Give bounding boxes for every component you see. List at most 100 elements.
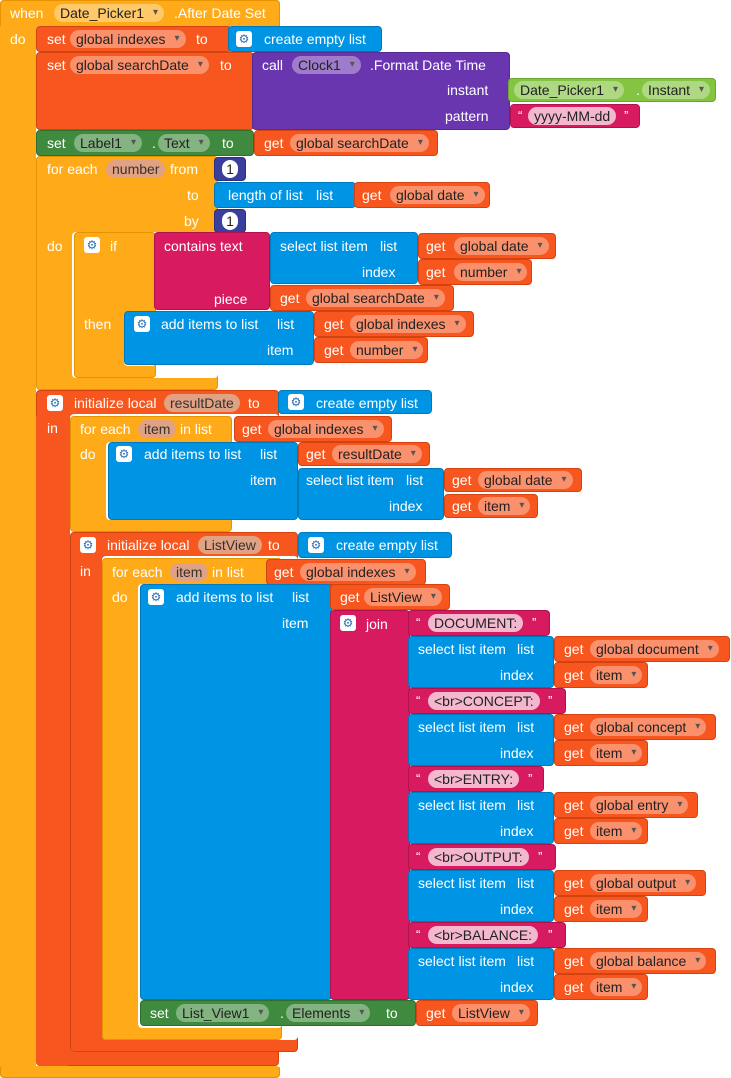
mutator-gear-icon[interactable]: ⚙ xyxy=(80,537,96,553)
instant-socket-label: instant xyxy=(447,82,489,98)
select-list-item-block[interactable] xyxy=(408,792,554,844)
mutator-gear-icon[interactable]: ⚙ xyxy=(84,237,100,253)
mutator-gear-icon[interactable]: ⚙ xyxy=(288,394,304,410)
add-items-to-list-block[interactable] xyxy=(124,311,314,365)
clock-component-dropdown[interactable]: Clock1 xyxy=(292,56,361,74)
quote-open: “ xyxy=(416,771,421,786)
resultdate-variable[interactable]: resultDate xyxy=(164,394,240,412)
set-label-text-block[interactable] xyxy=(36,130,254,156)
select-list-item-block[interactable] xyxy=(408,714,554,766)
concept-string[interactable]: <br>CONCEPT: xyxy=(428,692,540,710)
select-list-item-block[interactable] xyxy=(408,948,554,1000)
listview-dropdown[interactable]: ListView xyxy=(452,1004,530,1022)
select-list-item-block[interactable] xyxy=(408,870,554,922)
to-keyword: to xyxy=(222,135,234,151)
mutator-gear-icon[interactable]: ⚙ xyxy=(116,446,132,462)
get-keyword: get xyxy=(564,667,584,683)
list-keyword: list xyxy=(380,238,398,254)
length-of-list-block[interactable] xyxy=(214,182,356,208)
text-property-dropdown[interactable]: Text xyxy=(158,134,210,152)
item-dropdown[interactable]: item xyxy=(478,497,531,515)
get-keyword: get xyxy=(452,498,472,514)
quote-open: “ xyxy=(416,615,421,630)
global-balance-dropdown[interactable]: global balance xyxy=(590,952,707,970)
pattern-string[interactable]: yyyy-MM-dd xyxy=(528,107,617,125)
item-dropdown[interactable]: item xyxy=(590,978,643,996)
set-keyword: set xyxy=(47,135,66,151)
do-keyword: do xyxy=(80,446,96,462)
number-variable[interactable]: number xyxy=(106,160,166,178)
mutator-gear-icon[interactable]: ⚙ xyxy=(340,615,356,631)
get-keyword: get xyxy=(564,823,584,839)
global-date-dropdown[interactable]: global date xyxy=(478,471,573,489)
join-block[interactable] xyxy=(330,610,410,1000)
global-searchdate-dropdown[interactable]: global searchDate xyxy=(290,134,429,152)
select-list-item-label: select list item xyxy=(418,953,506,969)
quote-open: “ xyxy=(518,108,523,123)
index-keyword: index xyxy=(500,745,534,761)
number-1-value[interactable]: 1 xyxy=(222,160,238,178)
global-searchdate-dropdown[interactable]: global searchDate xyxy=(70,56,209,74)
listview-dropdown[interactable]: ListView xyxy=(364,588,442,606)
get-keyword: get xyxy=(564,979,584,995)
entry-string[interactable]: <br>ENTRY: xyxy=(428,770,520,788)
global-output-dropdown[interactable]: global output xyxy=(590,874,697,892)
global-document-dropdown[interactable]: global document xyxy=(590,640,719,658)
do-keyword: do xyxy=(47,238,63,254)
mutator-gear-icon[interactable]: ⚙ xyxy=(148,589,164,605)
select-list-item-label: select list item xyxy=(418,641,506,657)
output-string[interactable]: <br>OUTPUT: xyxy=(428,848,529,866)
get-keyword: get xyxy=(564,719,584,735)
global-indexes-dropdown[interactable]: global indexes xyxy=(70,30,186,48)
to-keyword: to xyxy=(386,1005,398,1021)
item-dropdown[interactable]: item xyxy=(590,744,643,762)
label-component-dropdown[interactable]: Label1 xyxy=(74,134,143,152)
get-keyword: get xyxy=(306,446,326,462)
select-list-item-block[interactable] xyxy=(298,468,444,520)
listview-component-dropdown[interactable]: List_View1 xyxy=(176,1004,270,1022)
create-empty-list-block[interactable] xyxy=(228,26,382,52)
index-keyword: index xyxy=(500,979,534,995)
mutator-gear-icon[interactable]: ⚙ xyxy=(134,316,150,332)
date-picker-dropdown[interactable]: Date_Picker1 xyxy=(514,81,625,99)
add-items-to-list-block[interactable] xyxy=(140,584,332,1000)
get-keyword: get xyxy=(324,342,344,358)
select-list-item-block[interactable] xyxy=(408,636,554,688)
add-items-to-list-block[interactable] xyxy=(108,442,298,520)
number-1-value[interactable]: 1 xyxy=(222,212,238,230)
global-date-dropdown[interactable]: global date xyxy=(454,237,549,255)
balance-string[interactable]: <br>BALANCE: xyxy=(428,926,539,944)
select-list-item-block[interactable] xyxy=(270,232,418,284)
global-entry-dropdown[interactable]: global entry xyxy=(590,796,689,814)
item-dropdown[interactable]: item xyxy=(590,900,643,918)
item-variable[interactable]: item xyxy=(170,563,209,581)
global-concept-dropdown[interactable]: global concept xyxy=(590,718,707,736)
global-searchdate-dropdown[interactable]: global searchDate xyxy=(306,289,445,307)
contains-text-block[interactable] xyxy=(154,232,270,310)
resultdate-dropdown[interactable]: resultDate xyxy=(332,445,422,463)
index-keyword: index xyxy=(389,498,423,514)
mutator-gear-icon[interactable]: ⚙ xyxy=(47,395,63,411)
mutator-gear-icon[interactable]: ⚙ xyxy=(308,537,324,553)
global-indexes-dropdown[interactable]: global indexes xyxy=(268,420,384,438)
global-indexes-dropdown[interactable]: global indexes xyxy=(300,563,416,581)
mutator-gear-icon[interactable]: ⚙ xyxy=(236,31,252,47)
get-keyword: get xyxy=(564,641,584,657)
global-date-dropdown[interactable]: global date xyxy=(390,186,485,204)
global-indexes-dropdown[interactable]: global indexes xyxy=(350,315,466,333)
create-empty-list-label: create empty list xyxy=(336,537,438,553)
document-string[interactable]: DOCUMENT: xyxy=(428,614,524,632)
elements-property-dropdown[interactable]: Elements xyxy=(286,1004,371,1022)
number-dropdown[interactable]: number xyxy=(454,263,528,281)
number-dropdown[interactable]: number xyxy=(350,341,424,359)
item-variable[interactable]: item xyxy=(138,420,177,438)
listview-variable[interactable]: ListView xyxy=(198,536,262,554)
select-list-item-label: select list item xyxy=(418,875,506,891)
list-keyword: list xyxy=(517,719,535,735)
instant-property-dropdown[interactable]: Instant xyxy=(642,81,711,99)
index-keyword: index xyxy=(500,667,534,683)
create-empty-list-label: create empty list xyxy=(316,395,418,411)
item-dropdown[interactable]: item xyxy=(590,666,643,684)
item-dropdown[interactable]: item xyxy=(590,822,643,840)
date-picker-dropdown[interactable]: Date_Picker1 xyxy=(54,4,165,22)
